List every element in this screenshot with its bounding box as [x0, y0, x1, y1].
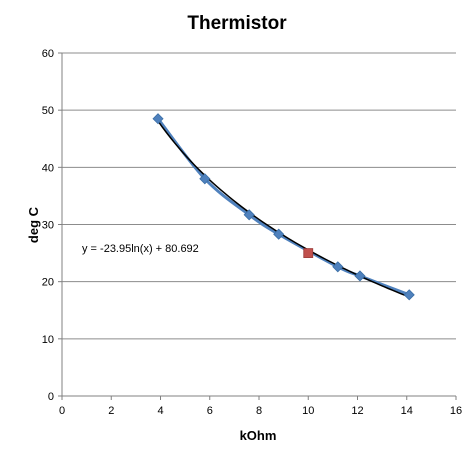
- y-axis-title: deg C: [26, 206, 41, 243]
- x-axis-title: kOhm: [240, 428, 277, 443]
- y-tick-label: 50: [42, 105, 54, 117]
- x-tick-label: 6: [207, 405, 213, 417]
- x-tick-label: 10: [302, 405, 314, 417]
- chart-title: Thermistor: [187, 13, 287, 34]
- y-tick-label: 20: [42, 277, 54, 289]
- data-point-diamond: [243, 209, 255, 221]
- tick-labels: 0 10 20 30 40 50 60 0 2 4 6 8 10 12 14 16: [42, 48, 462, 417]
- x-tick-label: 4: [157, 405, 163, 417]
- y-tick-label: 60: [42, 48, 54, 60]
- data-series: [152, 113, 415, 301]
- data-point-diamond: [354, 270, 366, 282]
- trendline: [157, 120, 410, 298]
- data-point-diamond: [403, 289, 415, 301]
- x-tick-label: 12: [351, 405, 363, 417]
- data-point-square: [303, 248, 314, 258]
- axes: [58, 52, 457, 400]
- y-tick-label: 40: [42, 162, 54, 174]
- y-tick-label: 30: [42, 220, 54, 232]
- y-tick-label: 10: [42, 334, 54, 346]
- data-point-diamond: [199, 173, 211, 185]
- x-tick-label: 14: [401, 405, 413, 417]
- x-tick-label: 2: [108, 405, 114, 417]
- data-point-diamond: [273, 228, 285, 240]
- trendline-equation: y = -23.95ln(x) + 80.692: [82, 243, 199, 255]
- y-tick-label: 0: [48, 391, 54, 403]
- data-point-diamond: [152, 113, 164, 125]
- x-tick-label: 16: [450, 405, 462, 417]
- data-point-diamond: [332, 261, 344, 273]
- x-tick-label: 0: [59, 405, 65, 417]
- x-tick-label: 8: [256, 405, 262, 417]
- gridlines: [62, 52, 456, 340]
